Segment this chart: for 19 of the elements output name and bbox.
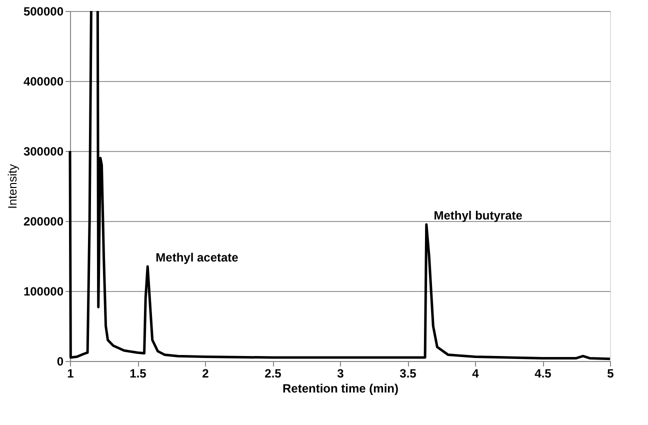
y-tick-label: 300000 bbox=[23, 144, 64, 158]
x-tick-label: 4 bbox=[472, 366, 480, 380]
y-tick-label: 0 bbox=[56, 354, 64, 368]
x-axis-title: Retention time (min) bbox=[282, 382, 398, 396]
annotation: Methyl acetate bbox=[156, 250, 239, 264]
y-axis-title: Intensity bbox=[5, 164, 20, 209]
y-tick-label: 400000 bbox=[23, 74, 64, 88]
x-tick-label: 2.5 bbox=[264, 366, 282, 380]
x-tick-label: 3 bbox=[337, 366, 344, 380]
y-tick-label: 500000 bbox=[23, 4, 64, 18]
x-tick-label: 1 bbox=[67, 366, 74, 380]
y-tick-label: 100000 bbox=[23, 284, 64, 298]
x-tick-label: 2 bbox=[202, 366, 210, 380]
x-tick-label: 1.5 bbox=[130, 366, 147, 380]
y-tick-label: 200000 bbox=[23, 214, 64, 228]
x-tick-label: 4.5 bbox=[534, 366, 552, 380]
annotation: Methyl butyrate bbox=[434, 208, 523, 222]
x-tick-label: 5 bbox=[607, 366, 614, 380]
x-tick-label: 3.5 bbox=[400, 366, 417, 380]
